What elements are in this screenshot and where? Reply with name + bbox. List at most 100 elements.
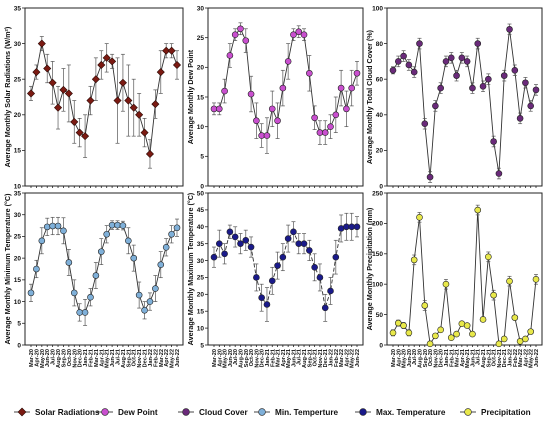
data-point (337, 84, 345, 92)
x-tick-label: May-22 (350, 349, 356, 368)
series-line (214, 27, 358, 137)
x-tick-label: Mar-21 (455, 349, 461, 367)
data-point (92, 272, 100, 279)
data-point (421, 302, 429, 309)
data-point (463, 322, 471, 329)
data-point (167, 46, 176, 55)
data-point (146, 298, 154, 305)
data-point (162, 243, 170, 251)
y-tick-label: 0 (200, 183, 204, 190)
legend-item: Cloud Cover (178, 408, 248, 417)
data-point (400, 52, 407, 60)
panel-frame (207, 192, 364, 346)
x-tick-label: Apr-22 (344, 349, 350, 367)
legend: Solar Radiations Dew Point Cloud Cover Min.… (14, 407, 531, 417)
data-point (141, 306, 148, 314)
data-point (102, 53, 111, 62)
data-point (274, 262, 281, 269)
legend-marker (17, 407, 27, 417)
x-tick-label: Mar-20 (391, 349, 397, 367)
x-tick-label: May-20 (223, 349, 229, 368)
data-point (442, 58, 450, 65)
data-point (75, 128, 84, 137)
panel-1: 10 15 20 25 30 35 Average Monthly Solar Radiat… (3, 5, 184, 190)
data-point (311, 114, 318, 122)
x-tick-label: Sep-20 (61, 349, 67, 367)
data-point (87, 293, 94, 301)
y-tick-label: 150 (372, 251, 383, 258)
data-point (474, 206, 482, 214)
data-point (215, 105, 223, 113)
data-point (500, 335, 508, 343)
y-tick-label: 10 (197, 124, 205, 131)
x-tick-label: Oct-20 (249, 349, 255, 366)
x-tick-label: May-20 (402, 349, 408, 368)
legend-marker (182, 408, 190, 416)
x-tick-label: Jun-21 (470, 349, 476, 367)
x-tick-label: Aug-21 (121, 349, 127, 368)
data-point (125, 237, 132, 245)
x-tick-label: Jan-21 (444, 349, 450, 367)
x-tick-label: Nov-20 (72, 349, 78, 368)
data-point (527, 102, 535, 110)
x-tick-label: Mar-20 (212, 349, 218, 367)
y-tick-label: 50 (376, 312, 384, 319)
x-tick-label: May-21 (105, 349, 111, 368)
data-point (479, 316, 487, 323)
data-point (210, 253, 218, 261)
data-point (432, 332, 439, 340)
x-tick-label: Jul-21 (116, 349, 122, 365)
data-point (118, 78, 127, 87)
x-tick-label: Jun-20 (45, 349, 51, 367)
data-point (306, 69, 313, 77)
x-tick-label: Jun-21 (110, 349, 116, 367)
data-point (290, 31, 297, 39)
series-line (30, 43, 178, 155)
x-tick-label: Dec-21 (502, 349, 508, 367)
panel-frame (24, 7, 184, 187)
x-tick-label: Jul-20 (233, 349, 239, 365)
y-axis-label: Average Monthly Total Cloud Cover (%) (365, 29, 374, 164)
y-tick-label: 25 (197, 35, 205, 42)
data-point (400, 322, 407, 329)
y-tick-label: 30 (197, 5, 205, 12)
y-tick-label: 20 (14, 112, 22, 119)
data-point (353, 69, 361, 77)
data-point (463, 58, 471, 65)
data-point (274, 117, 281, 125)
x-tick-label: Aug-20 (238, 349, 244, 368)
data-point (38, 237, 46, 245)
data-point (242, 236, 250, 244)
x-tick-label: Jan-21 (83, 349, 89, 367)
data-point (394, 58, 402, 65)
data-point (532, 86, 540, 94)
x-tick-label: Dec-21 (323, 349, 329, 367)
y-tick-label: 35 (14, 190, 22, 197)
data-point (157, 261, 165, 268)
data-point (290, 228, 297, 236)
data-point (490, 138, 497, 145)
y-tick-label: 50 (197, 190, 205, 197)
x-tick-label: Jun-20 (407, 349, 413, 367)
x-tick-label: Jun-22 (534, 349, 540, 367)
data-point (237, 25, 244, 33)
x-tick-label: Jul-21 (297, 349, 303, 365)
panel-3: 0 20 40 60 80 100 Average Monthly Total Cloud … (365, 5, 543, 190)
data-point (327, 287, 334, 295)
data-point (247, 90, 255, 98)
data-point (70, 117, 79, 126)
legend-item: Dew Point (97, 408, 158, 417)
data-point (321, 129, 329, 136)
y-tick-label: 20 (14, 255, 22, 262)
series-line (213, 226, 357, 308)
y-tick-label: 25 (14, 77, 22, 84)
data-point (527, 328, 535, 335)
data-point (226, 52, 234, 59)
data-point (495, 170, 503, 177)
data-point (506, 277, 513, 285)
x-tick-label: Feb-21 (88, 349, 94, 367)
data-point (442, 280, 450, 288)
data-point (469, 330, 476, 338)
